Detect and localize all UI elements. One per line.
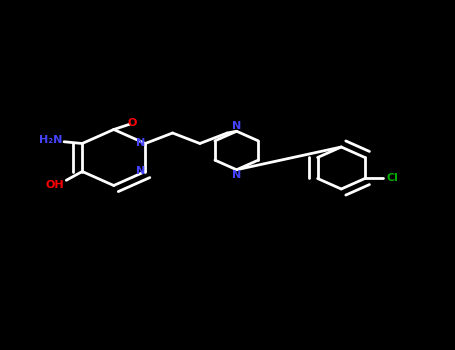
Text: O: O: [127, 118, 136, 127]
Text: H₂N: H₂N: [39, 135, 62, 145]
Text: N: N: [136, 139, 145, 148]
Text: OH: OH: [46, 181, 64, 190]
Text: N: N: [232, 121, 241, 131]
Text: N: N: [232, 170, 241, 180]
Text: Cl: Cl: [386, 174, 398, 183]
Text: N: N: [136, 167, 145, 176]
